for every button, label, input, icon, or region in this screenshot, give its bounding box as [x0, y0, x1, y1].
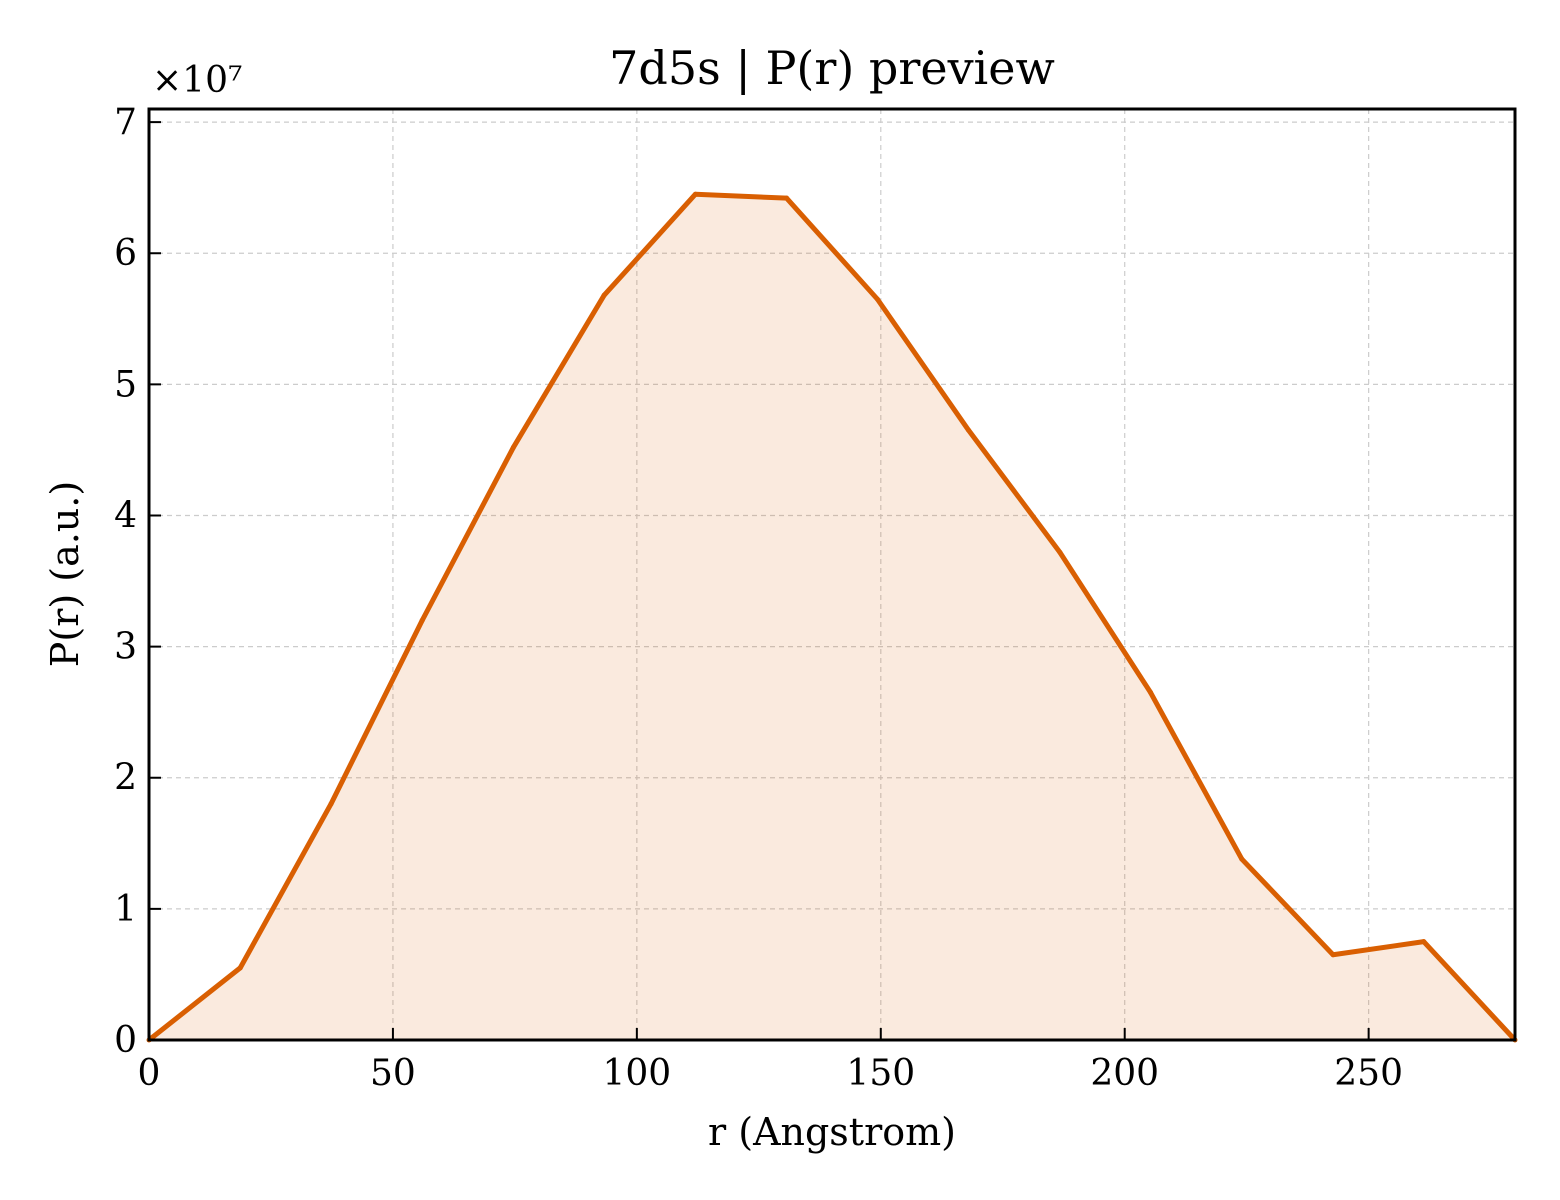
y-axis-label: P(r) (a.u.)	[43, 481, 87, 667]
y-tick-label: 7	[114, 102, 137, 143]
pr-data-point	[966, 427, 972, 433]
y-tick-label: 3	[114, 627, 137, 668]
y-tick-label: 6	[114, 233, 137, 274]
pr-data-point	[328, 801, 334, 807]
y-tick-label: 1	[114, 889, 137, 930]
pr-data-point	[237, 965, 243, 971]
x-tick-label: 250	[1334, 1053, 1403, 1094]
x-axis-label: r (Angstrom)	[708, 1110, 956, 1154]
pr-data-point	[784, 195, 790, 201]
y-tick-label: 2	[114, 758, 137, 799]
pr-data-point	[692, 191, 698, 197]
y-tick-label: 5	[114, 364, 137, 405]
pr-data-point	[1148, 690, 1154, 696]
x-tick-label: 50	[370, 1053, 416, 1094]
x-tick-label: 150	[846, 1053, 915, 1094]
y-axis-offset-label: ×10⁷	[152, 60, 242, 101]
y-tick-label: 4	[114, 495, 137, 536]
tick-layer: 0 50 100 150 200 250 0 1 2 3 4 5 6 7	[114, 102, 1403, 1094]
pr-data-point	[874, 296, 880, 302]
y-tick-label: 0	[114, 1020, 137, 1061]
pr-data-point	[1421, 939, 1427, 945]
pr-data-point	[601, 292, 607, 298]
x-tick-label: 200	[1090, 1053, 1159, 1094]
pr-data-point	[419, 617, 425, 623]
pr-area-fill	[149, 194, 1515, 1040]
pr-series-line	[147, 191, 1517, 1042]
pr-data-point	[1057, 549, 1063, 555]
x-tick-label: 100	[602, 1053, 671, 1094]
chart-title: 7d5s | P(r) preview	[609, 41, 1055, 95]
pr-data-point	[1239, 856, 1245, 862]
x-tick-label: 0	[138, 1053, 161, 1094]
plot-frame	[147, 107, 1517, 1042]
pr-data-point	[1330, 952, 1336, 958]
pr-data-point	[510, 444, 516, 450]
grid-layer	[149, 109, 1515, 1040]
